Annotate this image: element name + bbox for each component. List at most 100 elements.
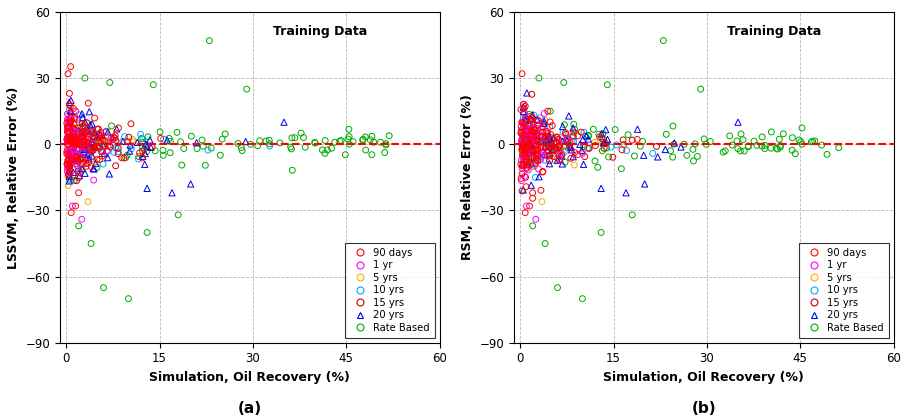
Point [285,167,300,173]
Point [637,181,652,187]
Point [114,154,129,161]
Point [62,159,76,166]
Point [62,130,76,137]
Point [81,145,95,151]
Point [776,130,791,137]
Point [587,158,602,164]
Point [794,141,809,148]
Point [526,149,540,156]
Point [518,152,532,158]
Point [195,137,210,143]
Point [81,143,95,149]
Point [79,143,94,150]
Point [70,132,84,139]
Point [65,130,80,136]
Point [515,120,529,126]
Point [516,108,530,115]
Point [341,133,356,140]
Point [74,143,89,149]
Point [518,133,533,140]
Point [581,136,596,143]
Point [62,106,76,113]
Point [81,160,95,166]
Point [518,145,532,152]
Point [66,132,81,139]
Point [588,142,603,149]
Point [95,161,110,167]
Point [63,119,77,126]
Point [84,240,98,247]
Point [83,122,97,128]
Point [568,162,582,168]
Point [523,133,538,139]
Point [64,155,79,162]
Point [65,145,80,151]
Point [734,130,748,137]
Point [64,133,79,140]
Point [68,137,83,143]
Point [518,140,532,147]
Point [60,150,74,157]
Point [92,145,106,152]
Point [74,133,89,139]
Point [666,141,681,148]
Point [597,145,611,152]
Point [60,125,74,131]
Point [517,123,531,130]
Point [62,101,76,108]
Point [298,144,312,150]
Point [518,184,533,190]
Point [111,145,125,152]
Point [696,135,711,142]
Point [75,129,90,135]
Point [516,132,530,138]
Point [61,125,75,131]
Point [528,125,543,132]
Point [363,136,378,143]
Point [69,154,84,161]
Point [558,131,573,138]
Point [62,173,76,179]
Point [284,135,299,141]
Point [63,90,77,97]
Point [543,153,558,159]
Point [519,203,534,209]
Point [532,132,547,139]
Point [234,144,249,151]
Point [518,148,533,154]
Point [66,126,81,133]
Point [519,140,534,146]
Point [103,144,117,150]
Point [621,131,636,138]
Point [533,144,548,151]
Point [75,161,90,168]
Point [288,134,302,141]
Point [62,150,76,157]
Point [64,135,78,142]
Point [597,139,612,145]
Point [139,140,153,147]
Point [60,119,74,125]
Point [173,138,188,145]
Point [522,133,537,140]
Point [524,132,538,139]
Point [63,166,77,172]
Point [72,222,86,229]
Point [523,161,538,167]
Point [521,123,536,130]
Legend: 90 days, 1 yr, 5 yrs, 10 yrs, 15 yrs, 20 yrs, Rate Based: 90 days, 1 yr, 5 yrs, 10 yrs, 15 yrs, 20… [345,243,435,338]
Point [66,140,81,147]
Point [315,147,330,153]
Point [64,158,79,165]
Point [556,129,570,136]
Point [538,144,553,151]
Point [74,128,89,135]
Point [792,137,806,143]
Point [519,165,534,172]
Point [85,133,100,140]
Point [794,125,809,131]
Point [69,108,84,115]
Point [558,147,573,154]
Point [551,143,566,150]
Point [529,153,544,160]
